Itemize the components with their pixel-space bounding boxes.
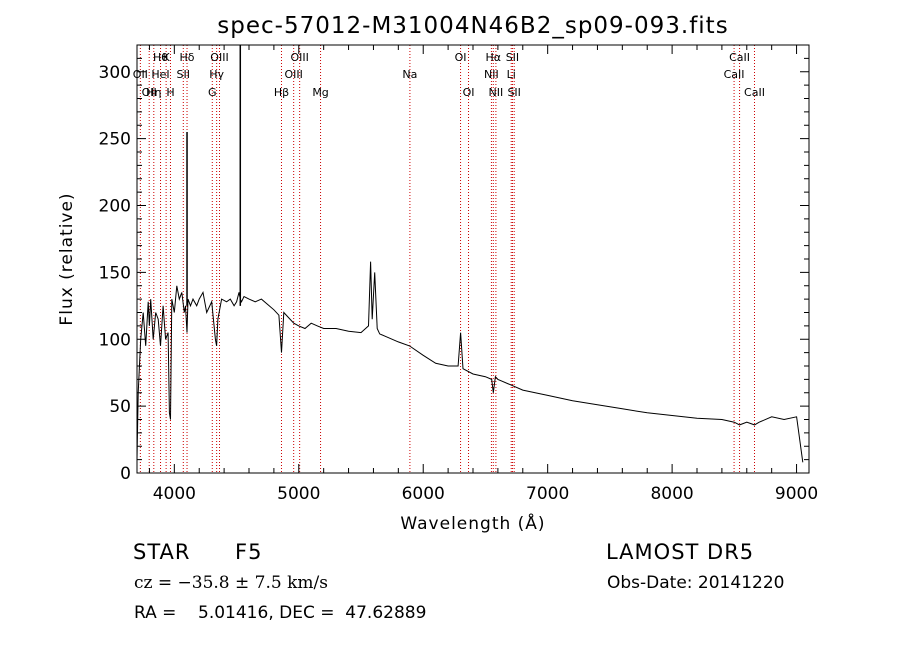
plot-frame xyxy=(136,44,810,474)
x-tick-label-2: 6000 xyxy=(402,484,445,504)
line-label-10: Hγ xyxy=(209,68,224,81)
line-label-24: SII xyxy=(507,86,520,99)
line-label-2: Hη xyxy=(146,86,161,99)
object-class: STAR xyxy=(133,540,191,564)
y-tick-label-0: 0 xyxy=(120,464,131,484)
line-label-14: OIII xyxy=(290,51,308,64)
line-label-4: HeI xyxy=(151,68,169,81)
line-label-19: NII xyxy=(484,68,499,81)
redshift-readout: cz = −35.8 ± 7.5 km/s xyxy=(134,573,328,593)
y-tick-label-1: 50 xyxy=(109,397,131,417)
line-label-3: Hθ xyxy=(153,51,168,64)
x-tick-label-1: 5000 xyxy=(277,484,320,504)
y-tick-label-2: 100 xyxy=(99,330,131,350)
y-tick-label-3: 150 xyxy=(99,263,131,283)
line-label-7: SII xyxy=(177,68,190,81)
line-label-22: Li xyxy=(507,68,516,81)
x-tick-label-3: 7000 xyxy=(526,484,569,504)
x-tick-label-0: 4000 xyxy=(153,484,196,504)
line-label-13: OIII xyxy=(284,68,302,81)
y-tick-label-5: 250 xyxy=(99,130,131,150)
x-axis-label: Wavelength (Å) xyxy=(400,512,545,534)
observation-date: Obs-Date: 20141220 xyxy=(607,573,785,593)
line-label-23: SII xyxy=(506,51,519,64)
line-label-17: OI xyxy=(455,51,467,64)
line-label-9: G xyxy=(208,86,217,99)
line-label-8: Hδ xyxy=(180,51,195,64)
line-label-26: CaII xyxy=(729,51,750,64)
line-label-21: NII xyxy=(489,86,504,99)
line-label-12: Hβ xyxy=(274,86,289,99)
line-label-11: OIII xyxy=(210,51,228,64)
line-label-0: OII xyxy=(133,68,148,81)
x-tick-label-5: 9000 xyxy=(775,484,818,504)
line-label-5: K xyxy=(163,51,171,64)
line-label-16: Na xyxy=(402,68,417,81)
spectrum-line xyxy=(136,261,804,463)
spectral-line-labels: OIIOIIHηHθHeIKHSIIHδGHγOIIIHβOIIIOIIIMgN… xyxy=(133,51,765,99)
y-axis-ticks: 0 50 100 150 200 250 300 xyxy=(99,57,809,484)
line-label-6: H xyxy=(166,86,174,99)
y-tick-label-4: 200 xyxy=(99,197,131,217)
object-subclass: F5 xyxy=(235,540,263,564)
line-label-27: CaII xyxy=(744,86,765,99)
line-label-20: Hα xyxy=(486,51,502,64)
x-axis-ticks: 4000 5000 6000 7000 8000 9000 xyxy=(148,45,818,504)
y-tick-label-6: 300 xyxy=(99,63,131,83)
chart-title: spec-57012-M31004N46B2_sp09-093.fits xyxy=(217,13,728,39)
survey-name: LAMOST DR5 xyxy=(606,540,755,564)
coordinates-readout: RA = 5.01416, DEC = 47.62889 xyxy=(134,603,427,623)
line-label-18: OI xyxy=(463,86,475,99)
line-label-25: CaII xyxy=(724,68,745,81)
y-axis-label: Flux (relative) xyxy=(57,192,77,325)
line-label-1: OII xyxy=(142,86,157,99)
emission-spikes xyxy=(186,45,242,306)
line-label-15: Mg xyxy=(312,86,328,99)
x-tick-label-4: 8000 xyxy=(650,484,693,504)
spectral-line-markers xyxy=(139,45,755,473)
